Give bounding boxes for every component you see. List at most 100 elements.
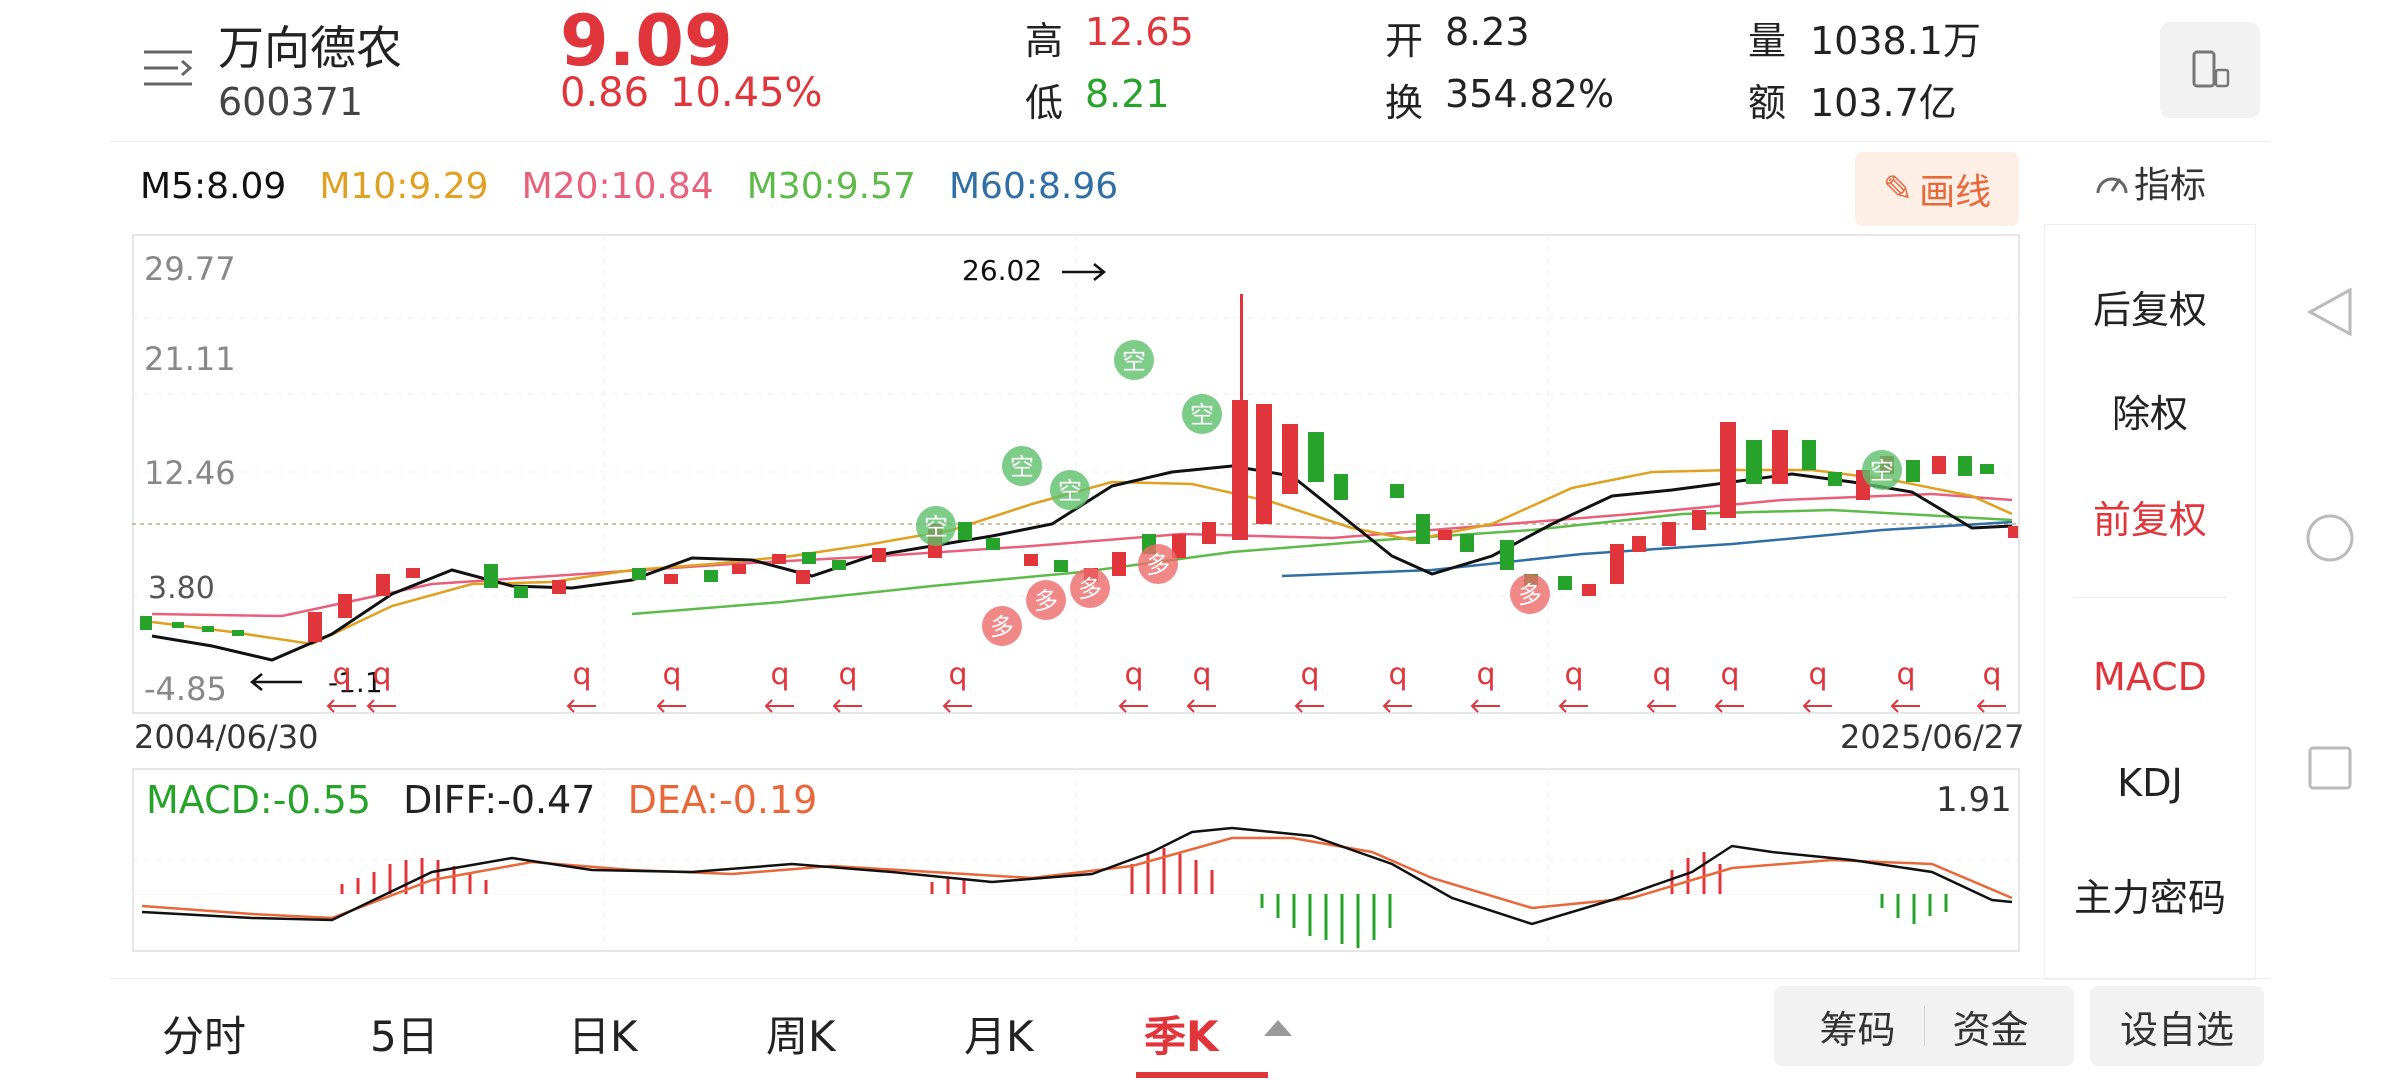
- peak-label: 26.02: [962, 254, 1042, 287]
- low-label: 低: [1025, 81, 1064, 125]
- ma20-line: [151, 492, 2013, 618]
- price-change: 0.86: [560, 70, 650, 116]
- pencil-icon: ✎: [1882, 168, 1914, 210]
- duo-markers: 多 多 多 多 多: [982, 544, 1550, 646]
- rotate-screen-button[interactable]: [2160, 22, 2260, 118]
- dea-value: DEA:-0.19: [627, 778, 818, 822]
- macd-max: 1.91: [1936, 780, 2012, 820]
- date-end: 2025/06/27: [1840, 718, 2025, 756]
- gauge-icon: [2096, 177, 2128, 194]
- low-value: 8.21: [1085, 72, 1170, 116]
- side-item-pre-adjust[interactable]: 前复权: [2092, 498, 2207, 542]
- indicator-button[interactable]: 指标: [2094, 156, 2206, 208]
- q-marker: q: [1388, 657, 1407, 692]
- nav-recents-icon[interactable]: [2300, 738, 2360, 798]
- volume-label: 量: [1748, 19, 1787, 63]
- diff-line: [141, 826, 2013, 926]
- side-menu: 后复权 除权 前复权 MACD KDJ 主力密码: [2044, 224, 2256, 980]
- current-price: 9.09: [560, 0, 733, 82]
- kong-marker: 空: [1870, 457, 1894, 485]
- draw-line-label: 画线: [1919, 172, 1992, 213]
- q-markers: q q q q q q q q q q q q q q q q q q: [332, 657, 2001, 692]
- ma5-line: [151, 464, 2013, 662]
- price-change-pct: 10.45%: [670, 70, 823, 116]
- q-marker: q: [770, 657, 789, 692]
- turnover-label: 换: [1385, 81, 1424, 125]
- tab-weekly-k[interactable]: 周K: [766, 1012, 836, 1061]
- side-item-ex-rights[interactable]: 除权: [2111, 392, 2188, 436]
- side-divider: [2073, 597, 2227, 598]
- open-value: 8.23: [1445, 10, 1530, 54]
- menu-icon[interactable]: [142, 46, 196, 90]
- diff-value: DIFF:-0.47: [403, 778, 596, 822]
- q-marker: q: [572, 657, 591, 692]
- date-start: 2004/06/30: [134, 718, 319, 756]
- price-axis-top: 29.77: [144, 250, 236, 288]
- candles: [140, 294, 2018, 642]
- ma30-label: M30:9.57: [746, 166, 916, 207]
- turnover-value: 354.82%: [1445, 72, 1615, 116]
- nav-back-icon[interactable]: [2300, 282, 2360, 342]
- ma20-label: M20:10.84: [521, 166, 714, 207]
- duo-marker: 多: [1518, 581, 1542, 609]
- ma30-line: [631, 508, 2013, 616]
- tab-quarterly-k[interactable]: 季K: [1144, 1012, 1219, 1061]
- add-watchlist-button[interactable]: 设自选: [2090, 986, 2264, 1066]
- chips-button[interactable]: 筹码: [1819, 1007, 1896, 1052]
- q-marker: q: [948, 657, 967, 692]
- duo-marker: 多: [990, 613, 1014, 641]
- q-marker: q: [1982, 657, 2001, 692]
- side-item-post-adjust[interactable]: 后复权: [2092, 288, 2207, 332]
- header-divider: [110, 141, 2270, 142]
- tab-expand-icon[interactable]: [1264, 1020, 1292, 1036]
- tab-intraday[interactable]: 分时: [162, 1012, 247, 1061]
- ma10-label: M10:9.29: [319, 166, 489, 207]
- kong-marker: 空: [1122, 347, 1146, 375]
- side-item-kdj[interactable]: KDJ: [2117, 761, 2183, 805]
- funds-button[interactable]: 资金: [1952, 1007, 2029, 1052]
- stock-name: 万向德农: [218, 21, 402, 75]
- price-axis-mid2: 12.46: [144, 454, 236, 492]
- duo-marker: 多: [1078, 575, 1102, 603]
- q-marker: q: [1808, 657, 1827, 692]
- high-value: 12.65: [1085, 10, 1194, 54]
- kong-marker: 空: [924, 513, 948, 541]
- tab-daily-k[interactable]: 日K: [568, 1012, 638, 1061]
- amount-label: 额: [1748, 81, 1787, 125]
- kong-marker: 空: [1010, 453, 1034, 481]
- chips-funds-group: 筹码 资金: [1774, 986, 2074, 1066]
- ma5-label: M5:8.09: [140, 166, 287, 207]
- duo-marker: 多: [1034, 587, 1058, 615]
- tab-active-indicator: [1136, 1072, 1268, 1078]
- phone-rotate-icon: [2192, 50, 2230, 88]
- dea-line: [141, 836, 2013, 920]
- q-marker: q: [1720, 657, 1739, 692]
- nav-home-icon[interactable]: [2300, 508, 2360, 568]
- macd-value: MACD:-0.55: [146, 778, 372, 822]
- macd-chart[interactable]: [132, 768, 2020, 952]
- side-item-macd[interactable]: MACD: [2093, 655, 2207, 699]
- tab-monthly-k[interactable]: 月K: [964, 1012, 1034, 1061]
- duo-marker: 多: [1146, 551, 1170, 579]
- kong-marker: 空: [1190, 401, 1214, 429]
- side-item-main-force[interactable]: 主力密码: [2073, 876, 2226, 920]
- q-marker: q: [372, 657, 391, 692]
- q-marker: q: [1652, 657, 1671, 692]
- high-label: 高: [1025, 19, 1064, 63]
- ma60-label: M60:8.96: [949, 166, 1119, 207]
- bottom-divider: [110, 978, 2270, 979]
- group-divider: [1923, 1006, 1925, 1046]
- tab-5day[interactable]: 5日: [370, 1012, 439, 1061]
- q-marker: q: [1300, 657, 1319, 692]
- open-label: 开: [1385, 19, 1424, 63]
- kong-marker: 空: [1058, 477, 1082, 505]
- q-marker: q: [332, 657, 351, 692]
- q-marker: q: [1896, 657, 1915, 692]
- ma60-line: [1281, 520, 2013, 578]
- ma-legend: M5:8.09 M10:9.29 M20:10.84 M30:9.57 M60:…: [140, 166, 1146, 207]
- draw-line-button[interactable]: ✎ 画线: [1855, 152, 2019, 226]
- price-axis-bottom: -4.85: [144, 670, 227, 708]
- kline-chart[interactable]: 29.77 21.11 12.46 -4.85: [132, 234, 2020, 714]
- trough-label: -1.1: [328, 666, 383, 699]
- q-marker: q: [1476, 657, 1495, 692]
